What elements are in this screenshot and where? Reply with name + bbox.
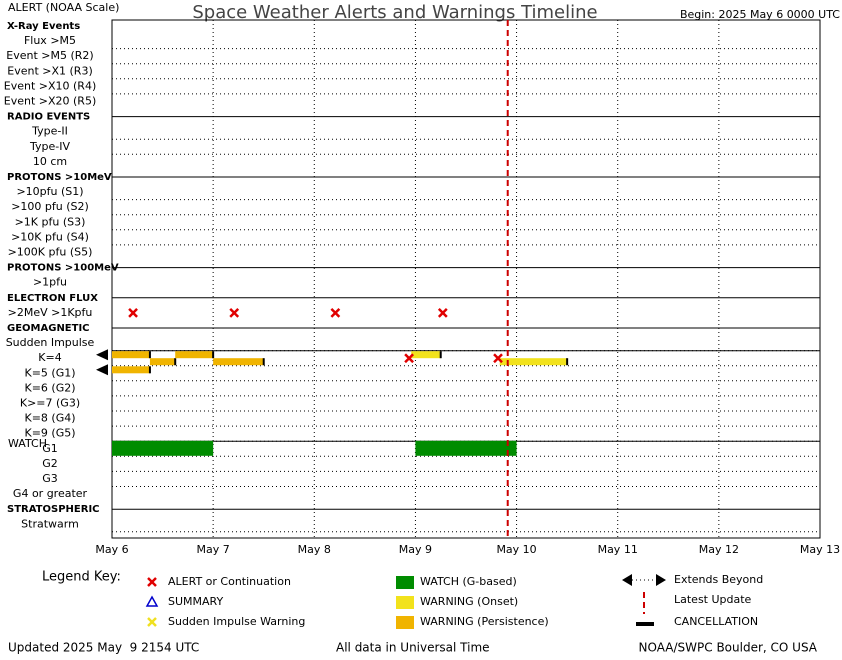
alert-mark: [437, 308, 448, 318]
row-label: Type-II: [31, 125, 68, 138]
row-label: G4 or greater: [13, 487, 88, 500]
row-label: G3: [42, 472, 58, 485]
legend-label: Extends Beyond: [674, 573, 763, 586]
row-header: GEOMAGNETIC: [7, 323, 90, 334]
legend-symbol: [147, 617, 157, 627]
footer-note: All data in Universal Time: [336, 641, 490, 655]
event-bar: [213, 358, 264, 366]
legend-label: CANCELLATION: [674, 615, 758, 628]
scale-note: ALERT (NOAA Scale): [8, 1, 119, 14]
row-label: >10K pfu (S4): [11, 230, 89, 243]
row-label: Flux >M5: [24, 34, 76, 47]
legend-symbol: [396, 576, 414, 589]
alert-mark: [330, 308, 341, 318]
legend-label: ALERT or Continuation: [168, 575, 291, 588]
event-bar: [112, 351, 150, 359]
begin-time: Begin: 2025 May 6 0000 UTC: [680, 8, 840, 21]
legend-symbol: [396, 596, 414, 609]
x-tick-label: May 13: [800, 543, 840, 556]
legend-symbol: [147, 577, 157, 587]
legend-symbol: [622, 574, 666, 586]
cross-stroke: [330, 308, 341, 318]
row-header: PROTONS >10MeV: [7, 172, 112, 183]
legend-title: Legend Key:: [42, 570, 121, 585]
cross-stroke: [147, 617, 157, 627]
row-label: K=4: [38, 351, 61, 364]
row-label: Event >M5 (R2): [6, 49, 93, 62]
footer-updated: Updated 2025 May 9 2154 UTC: [8, 641, 199, 655]
watch-label: WATCH: [8, 437, 47, 450]
cross-stroke: [147, 577, 157, 587]
row-label: Event >X20 (R5): [4, 95, 96, 108]
row-label: G1: [42, 442, 58, 455]
cross-stroke: [404, 353, 414, 364]
row-header: RADIO EVENTS: [7, 112, 90, 123]
row-label: G2: [42, 457, 58, 470]
row-header: PROTONS >100MeV: [7, 263, 119, 274]
alert-mark: [493, 353, 503, 364]
x-tick-label: May 12: [699, 543, 739, 556]
row-label: K=8 (G4): [24, 412, 75, 425]
legend-symbol: [636, 622, 654, 626]
x-tick-label: May 6: [95, 543, 128, 556]
event-bar: [499, 358, 568, 366]
footer-credit: NOAA/SWPC Boulder, CO USA: [639, 641, 818, 655]
event-bar: [112, 366, 150, 374]
legend-label: Latest Update: [674, 593, 752, 606]
x-tick-label: May 10: [496, 543, 536, 556]
chart-title: Space Weather Alerts and Warnings Timeli…: [192, 2, 597, 23]
plot-frame: [111, 19, 821, 539]
row-label: K=9 (G5): [24, 427, 75, 440]
legend-symbol: [145, 595, 159, 607]
legend-label: WARNING (Onset): [420, 595, 518, 608]
x-tick-label: May 9: [399, 543, 432, 556]
row-label: >2MeV >1Kpfu: [8, 306, 93, 319]
event-bar: [175, 351, 214, 359]
legend-label: WATCH (G-based): [420, 575, 517, 588]
event-bar: [415, 440, 517, 456]
row-label: K=6 (G2): [24, 381, 75, 394]
cross-stroke: [229, 308, 240, 318]
alert-mark: [128, 308, 138, 318]
row-label: Sudden Impulse: [6, 336, 95, 349]
x-tick-label: May 7: [197, 543, 230, 556]
alert-mark: [404, 353, 414, 364]
event-bar: [411, 351, 441, 359]
x-tick-label: May 11: [598, 543, 638, 556]
extends-arrow: [96, 364, 108, 376]
row-header: X-Ray Events: [7, 21, 80, 32]
row-label: >10pfu (S1): [16, 185, 83, 198]
row-header: STRATOSPHERIC: [7, 504, 100, 515]
row-label: >100 pfu (S2): [11, 200, 89, 213]
row-label: Event >X10 (R4): [4, 79, 96, 92]
row-label: >1pfu: [33, 276, 67, 289]
row-label: 10 cm: [33, 155, 67, 168]
row-label: K=5 (G1): [24, 366, 75, 379]
row-label: Event >X1 (R3): [7, 64, 92, 77]
cross-stroke: [437, 308, 448, 318]
cross-stroke: [493, 353, 503, 364]
event-bar: [149, 358, 176, 366]
row-label: Stratwarm: [21, 517, 79, 530]
row-header: ELECTRON FLUX: [7, 293, 98, 304]
legend-label: SUMMARY: [168, 595, 223, 608]
alert-mark: [229, 308, 240, 318]
row-label: >1K pfu (S3): [15, 215, 86, 228]
cross-stroke: [128, 308, 138, 318]
legend-symbol: [396, 616, 414, 629]
legend-label: Sudden Impulse Warning: [168, 615, 305, 628]
row-label: K>=7 (G3): [20, 397, 80, 410]
row-label: >100K pfu (S5): [8, 246, 93, 259]
x-tick-label: May 8: [298, 543, 331, 556]
legend-label: WARNING (Persistence): [420, 615, 549, 628]
row-label: Type-IV: [29, 140, 70, 153]
extends-arrow: [96, 349, 108, 361]
event-bar: [112, 440, 214, 456]
